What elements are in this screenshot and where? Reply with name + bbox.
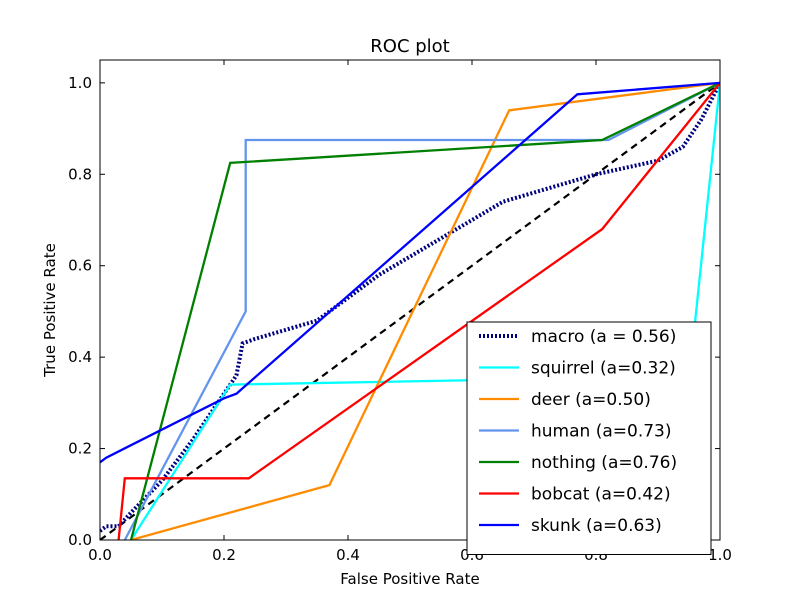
chart-title: ROC plot [370, 36, 449, 57]
y-tick-label: 0.6 [68, 257, 92, 275]
chance-diagonal-line [100, 81, 720, 540]
x-tick-label: 0.4 [336, 546, 360, 564]
legend-label-bobcat: bobcat (a=0.42) [531, 485, 671, 505]
series-line-nothing [129, 81, 720, 540]
y-tick-label: 0.8 [68, 165, 92, 183]
series-line-human [123, 81, 720, 540]
x-tick-label: 1.0 [708, 546, 732, 564]
y-tick-label: 0.0 [68, 531, 92, 549]
y-tick-label: 0.4 [68, 348, 92, 366]
series-line-bobcat [117, 82, 720, 540]
legend-label-deer: deer (a=0.50) [531, 390, 651, 410]
y-tick-label: 0.2 [68, 440, 92, 458]
legend-label-macro: macro (a = 0.56) [531, 327, 676, 347]
y-axis-label: True Positive Rate [41, 243, 59, 378]
series-line-deer [130, 81, 720, 540]
legend-label-nothing: nothing (a=0.76) [531, 453, 677, 473]
series-line-macro [100, 81, 720, 533]
legend-label-human: human (a=0.73) [531, 422, 671, 442]
x-axis-label: False Positive Rate [340, 570, 479, 588]
x-tick-label: 0.2 [212, 546, 236, 564]
plot-area: 0.00.20.40.60.81.00.00.20.40.60.81.0macr… [68, 59, 732, 564]
legend-label-skunk: skunk (a=0.63) [531, 516, 662, 536]
series-line-skunk [100, 81, 720, 464]
x-tick-label: 0.0 [88, 546, 112, 564]
y-tick-label: 1.0 [68, 74, 92, 92]
legend-label-squirrel: squirrel (a=0.32) [531, 359, 676, 379]
legend-box [466, 321, 712, 555]
axes-frame [99, 59, 721, 541]
